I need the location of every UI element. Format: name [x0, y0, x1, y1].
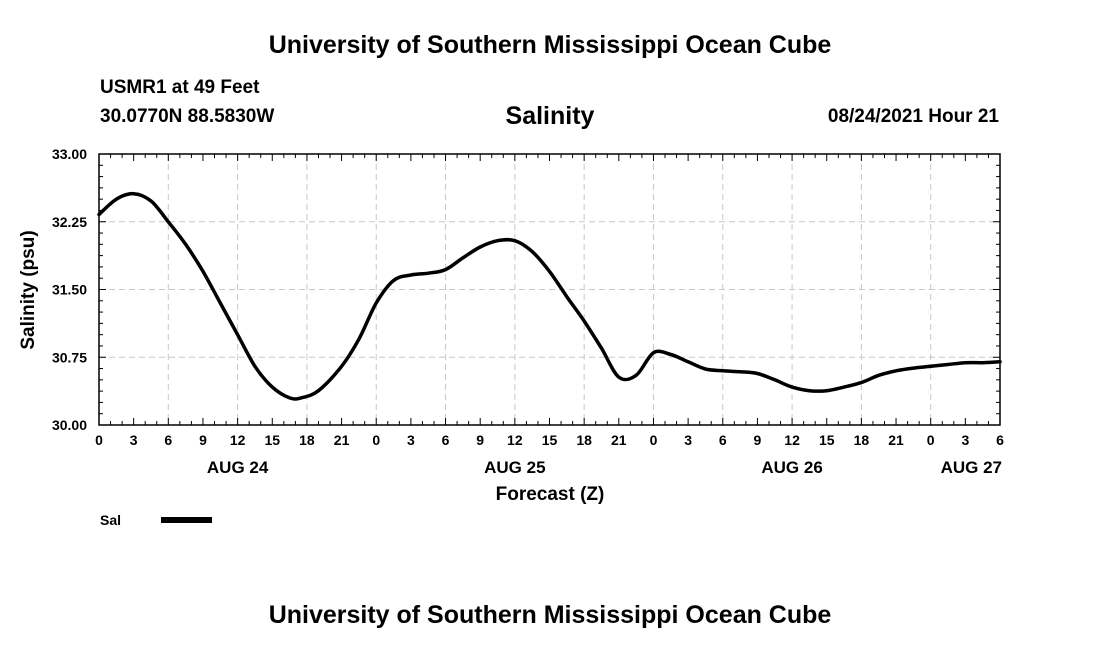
station-coordinates: 30.0770N 88.5830W — [100, 106, 275, 127]
legend: Sal — [100, 512, 212, 528]
x-tick-label: 0 — [95, 432, 103, 448]
date-label: AUG 24 — [207, 458, 269, 477]
station-label: USMR1 at 49 Feet — [100, 77, 260, 98]
x-tick-label: 18 — [576, 432, 592, 448]
x-tick-label: 0 — [650, 432, 658, 448]
y-tick-label: 32.25 — [52, 214, 87, 230]
x-tick-label: 12 — [507, 432, 523, 448]
axis-labels: 0 3 6 9 12 15 18 21 0 3 6 9 12 15 18 21 0 3 6 9 12 15 18 21 0 3 6 3… — [52, 146, 1004, 477]
x-tick-label: 9 — [476, 432, 484, 448]
legend-swatch-sal — [161, 517, 212, 523]
x-tick-label: 12 — [784, 432, 800, 448]
x-tick-label: 6 — [719, 432, 727, 448]
grid — [99, 154, 1000, 425]
x-tick-label: 15 — [542, 432, 558, 448]
x-tick-label: 0 — [927, 432, 935, 448]
date-label: AUG 27 — [941, 458, 1002, 477]
y-tick-label: 33.00 — [52, 146, 87, 162]
x-tick-label: 6 — [164, 432, 172, 448]
series-line-sal — [97, 191, 1002, 401]
variable-title: Salinity — [505, 102, 595, 130]
x-tick-label: 15 — [819, 432, 835, 448]
x-tick-label: 9 — [199, 432, 207, 448]
x-axis-title: Forecast (Z) — [496, 484, 605, 505]
y-tick-label: 30.75 — [52, 349, 87, 365]
date-label: AUG 25 — [484, 458, 545, 477]
forecast-timestamp: 08/24/2021 Hour 21 — [827, 106, 999, 127]
x-tick-label: 12 — [230, 432, 246, 448]
x-tick-label: 6 — [996, 432, 1004, 448]
x-tick-label: 21 — [611, 432, 627, 448]
chart-title-bottom: University of Southern Mississippi Ocean… — [268, 601, 832, 629]
salinity-chart: 0 3 6 9 12 15 18 21 0 3 6 9 12 15 18 21 0 3 6 9 12 15 18 21 0 3 6 3… — [18, 146, 1004, 528]
x-tick-label: 9 — [754, 432, 762, 448]
x-tick-label: 6 — [442, 432, 450, 448]
axis-ticks — [98, 153, 1001, 426]
x-tick-label: 3 — [407, 432, 415, 448]
x-tick-label: 21 — [334, 432, 350, 448]
x-tick-label: 21 — [888, 432, 904, 448]
x-tick-label: 3 — [684, 432, 692, 448]
date-label: AUG 26 — [761, 458, 822, 477]
x-tick-label: 15 — [264, 432, 280, 448]
x-tick-label: 3 — [961, 432, 969, 448]
y-tick-label: 30.00 — [52, 417, 87, 433]
x-tick-label: 0 — [372, 432, 380, 448]
x-tick-label: 18 — [854, 432, 870, 448]
x-tick-label: 3 — [130, 432, 138, 448]
chart-title-top: University of Southern Mississippi Ocean… — [268, 31, 832, 59]
y-tick-label: 31.50 — [52, 282, 87, 298]
y-axis-title: Salinity (psu) — [18, 230, 39, 349]
legend-label-sal: Sal — [100, 512, 121, 528]
x-tick-label: 18 — [299, 432, 315, 448]
